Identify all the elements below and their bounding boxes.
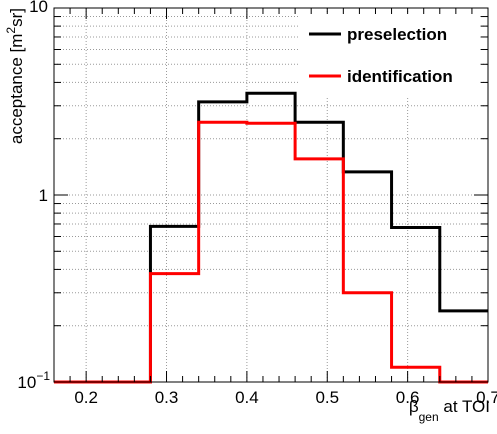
x-axis-title: βgen at TOI — [409, 397, 490, 424]
x-tick-label: 0.4 — [235, 388, 259, 407]
ticks: 0.2 0.3 0.4 0.5 0.6 0.7 10−1 1 10 — [17, 0, 497, 407]
y-tick-label: 10−1 — [17, 369, 50, 392]
x-tick-label: 0.5 — [315, 388, 339, 407]
x-tick-label: 0.2 — [74, 388, 98, 407]
y-tick-label: 1 — [39, 186, 48, 205]
legend-label-preselection: preselection — [347, 25, 447, 44]
y-tick-label: 10 — [29, 0, 48, 16]
y-axis-title: acceptance [m2sr] — [4, 8, 26, 144]
x-tick-label: 0.7 — [476, 388, 497, 407]
grid — [54, 8, 489, 383]
x-tick-label: 0.6 — [396, 388, 420, 407]
legend-label-identification: identification — [347, 67, 453, 86]
legend-box — [300, 14, 478, 96]
axis-titles: βgen at TOI acceptance [m2sr] — [4, 8, 490, 424]
series-line-preselection — [54, 91, 488, 384]
series-layer — [54, 91, 488, 384]
x-tick-label: 0.3 — [155, 388, 179, 407]
legend: preselection identification — [300, 14, 478, 96]
series-line-identification — [54, 120, 488, 384]
